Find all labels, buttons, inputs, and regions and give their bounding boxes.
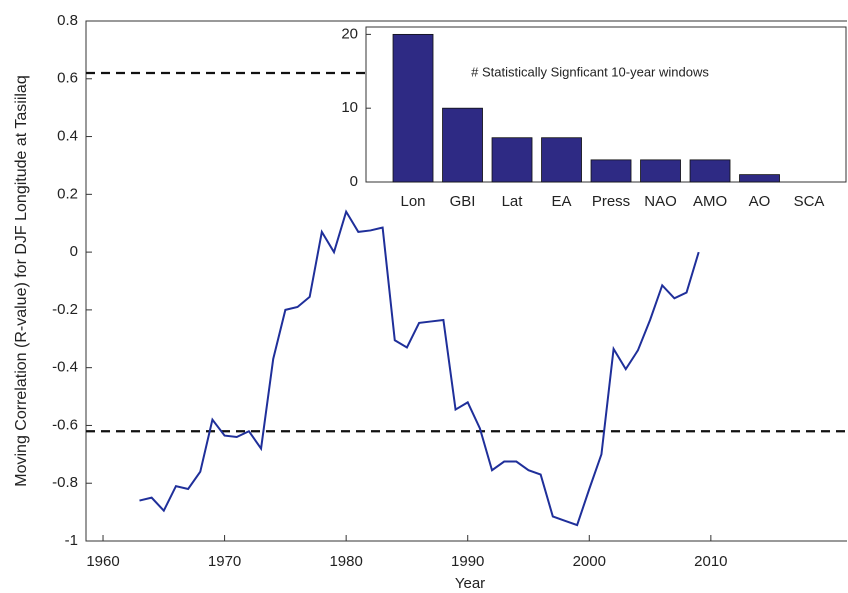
x-tick-label: Lat xyxy=(502,193,524,210)
y-tick-label: 0.2 xyxy=(57,185,78,202)
x-tick-label: 1970 xyxy=(208,553,241,570)
x-tick-label: Press xyxy=(592,193,630,210)
x-tick-label: EA xyxy=(552,193,572,210)
y-tick-label: 0.4 xyxy=(57,128,78,145)
bar xyxy=(442,107,483,183)
x-tick-label: 1980 xyxy=(329,553,362,570)
x-tick-label: GBI xyxy=(450,193,476,210)
x-tick-label: NAO xyxy=(644,193,677,210)
line-series xyxy=(139,209,700,527)
y-tick-label: 10 xyxy=(341,99,358,116)
axes-frame xyxy=(85,20,847,542)
x-tick-label: AO xyxy=(749,193,771,210)
bar xyxy=(491,137,533,183)
bar xyxy=(739,174,780,183)
x-tick-label: Lon xyxy=(401,193,426,210)
y-tick-label: -0.2 xyxy=(52,301,78,318)
inset-annotation: # Statistically Signficant 10-year windo… xyxy=(471,64,709,79)
y-tick-label: 0.8 xyxy=(57,12,78,29)
inset-background xyxy=(365,26,847,183)
y-tick-label: -0.4 xyxy=(52,359,78,376)
y-axis-label: Moving Correlation (R-value) for DJF Lon… xyxy=(13,75,30,486)
x-tick-label: SCA xyxy=(794,193,825,210)
x-axis-label: Year xyxy=(455,575,485,592)
bar xyxy=(392,33,434,183)
y-tick-label: 0 xyxy=(70,243,78,260)
y-tick-label: 20 xyxy=(341,25,358,42)
x-tick-label: AMO xyxy=(693,193,727,210)
x-tick-label: 2000 xyxy=(573,553,606,570)
y-tick-label: -1 xyxy=(65,532,78,549)
y-tick-label: -0.8 xyxy=(52,474,78,491)
bar xyxy=(590,159,632,183)
y-tick-label: 0.6 xyxy=(57,70,78,87)
x-tick-label: 1960 xyxy=(86,553,119,570)
bar xyxy=(541,137,582,183)
x-tick-label: 1990 xyxy=(451,553,484,570)
bar xyxy=(689,159,731,183)
y-tick-label: 0 xyxy=(350,173,358,190)
bar xyxy=(640,159,681,183)
y-tick-label: -0.6 xyxy=(52,416,78,433)
x-tick-label: 2010 xyxy=(694,553,727,570)
